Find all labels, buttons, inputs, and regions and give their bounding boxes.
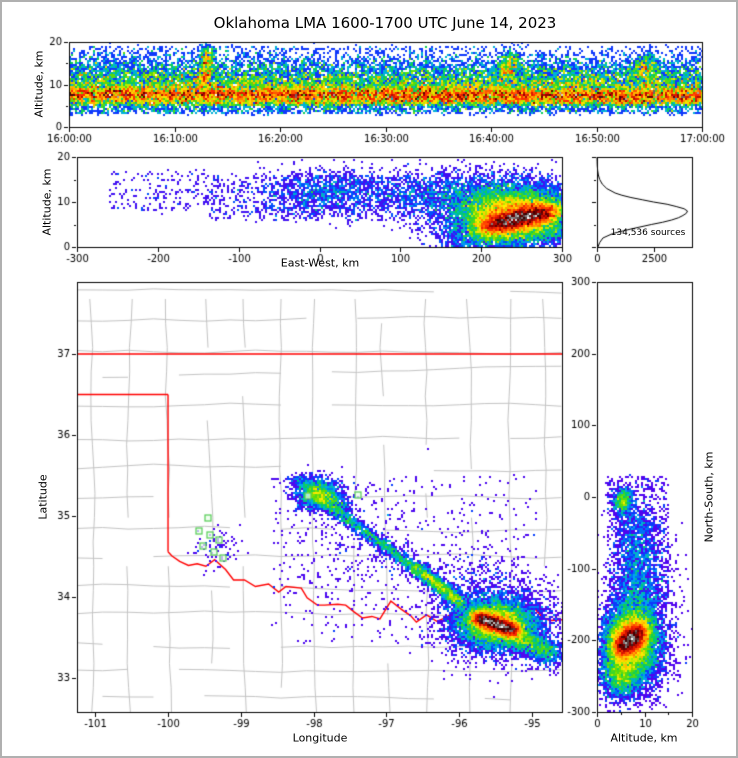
ns-altitude-xlabel: Altitude, km [610, 731, 678, 745]
ew-altitude-xlabel: East-West, km [280, 256, 360, 270]
ew-altitude-ylabel: Altitude, km [40, 168, 54, 236]
ns-altitude-ylabel: North-South, km [702, 451, 716, 543]
time-height-ylabel: Altitude, km [32, 50, 46, 118]
source-count-label: 134,536 sources [610, 228, 686, 238]
map-xlabel: Longitude [292, 731, 348, 745]
figure-title: Oklahoma LMA 1600-1700 UTC June 14, 2023 [213, 14, 557, 32]
map-ylabel: Latitude [36, 474, 50, 520]
